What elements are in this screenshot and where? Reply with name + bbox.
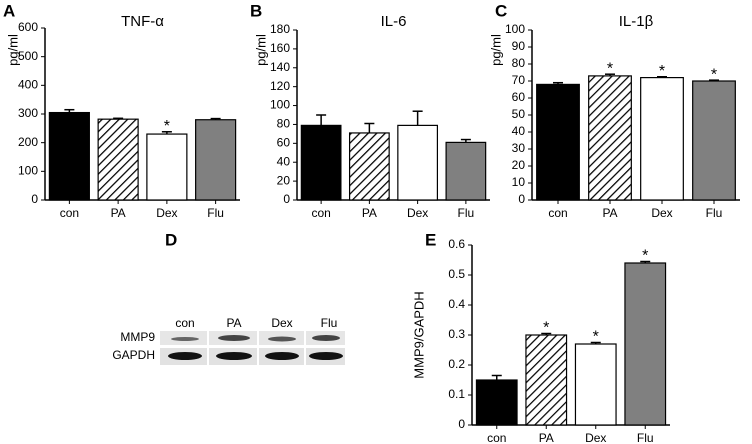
y-tick-label: 60 bbox=[512, 90, 526, 104]
y-tick-label: 140 bbox=[270, 60, 290, 74]
y-tick-label: 180 bbox=[270, 22, 290, 36]
y-axis-label: pg/ml bbox=[253, 34, 268, 66]
x-tick-label: Dex bbox=[585, 431, 606, 444]
x-tick-label: Flu bbox=[207, 206, 224, 220]
row-label: GAPDH bbox=[112, 348, 155, 362]
significance-marker: * bbox=[642, 248, 648, 265]
chart-title: IL-6 bbox=[381, 13, 407, 30]
bar bbox=[692, 80, 736, 201]
panel-label: E bbox=[425, 230, 436, 249]
y-tick-label: 90 bbox=[512, 39, 526, 53]
y-tick-label: 30 bbox=[512, 141, 526, 155]
y-tick-label: 100 bbox=[18, 164, 38, 178]
x-tick-label: PA bbox=[602, 206, 617, 220]
bar bbox=[536, 83, 580, 201]
y-axis-label: MMP9/GAPDH bbox=[411, 291, 426, 378]
x-tick-label: PA bbox=[539, 431, 554, 444]
panel-label: B bbox=[250, 1, 262, 20]
lane-label: PA bbox=[226, 316, 241, 330]
y-axis-label: pg/ml bbox=[488, 34, 503, 66]
y-tick-label: 0.5 bbox=[448, 267, 465, 281]
x-tick-label: con bbox=[548, 206, 567, 220]
bar bbox=[588, 75, 632, 201]
y-tick-label: 0.1 bbox=[448, 387, 465, 401]
y-tick-label: 0 bbox=[458, 417, 465, 431]
y-tick-label: 0.2 bbox=[448, 357, 465, 371]
y-tick-label: 60 bbox=[277, 136, 291, 150]
lane-label: Dex bbox=[271, 316, 292, 330]
panel-label: C bbox=[495, 1, 507, 20]
bar bbox=[97, 118, 139, 201]
bar bbox=[475, 379, 518, 426]
significance-marker: * bbox=[164, 118, 170, 135]
y-tick-label: 80 bbox=[512, 56, 526, 70]
y-tick-label: 0 bbox=[518, 192, 525, 206]
y-tick-label: 80 bbox=[277, 117, 291, 131]
significance-marker: * bbox=[711, 66, 717, 83]
panel-label: D bbox=[165, 230, 177, 249]
y-tick-label: 20 bbox=[512, 158, 526, 172]
bar bbox=[146, 133, 188, 201]
panel-label: A bbox=[3, 1, 15, 20]
x-tick-label: PA bbox=[111, 206, 126, 220]
x-tick-label: Dex bbox=[651, 206, 672, 220]
chart-title: IL-1β bbox=[619, 13, 654, 30]
x-tick-label: PA bbox=[362, 206, 377, 220]
lane-label: con bbox=[175, 316, 194, 330]
x-tick-label: con bbox=[60, 206, 79, 220]
bar bbox=[48, 111, 90, 201]
y-tick-label: 0 bbox=[31, 192, 38, 206]
bar bbox=[525, 334, 568, 426]
y-tick-label: 100 bbox=[270, 98, 290, 112]
y-tick-label: 500 bbox=[18, 49, 38, 63]
y-tick-label: 600 bbox=[18, 20, 38, 34]
x-tick-label: Flu bbox=[706, 206, 723, 220]
y-axis-label: pg/ml bbox=[5, 34, 20, 66]
y-tick-label: 70 bbox=[512, 73, 526, 87]
x-tick-label: Dex bbox=[407, 206, 428, 220]
bar bbox=[445, 141, 487, 201]
y-tick-label: 300 bbox=[18, 106, 38, 120]
lane-label: Flu bbox=[321, 316, 338, 330]
chart-title: TNF-α bbox=[121, 13, 164, 30]
bar bbox=[624, 262, 667, 426]
x-tick-label: con bbox=[487, 431, 506, 444]
bar bbox=[348, 132, 390, 201]
bar bbox=[300, 124, 342, 201]
y-tick-label: 0.4 bbox=[448, 297, 465, 311]
significance-marker: * bbox=[607, 60, 613, 77]
y-tick-label: 50 bbox=[512, 107, 526, 121]
blot-image bbox=[160, 331, 345, 365]
significance-marker: * bbox=[659, 63, 665, 80]
x-tick-label: Flu bbox=[637, 431, 654, 444]
y-tick-label: 120 bbox=[270, 79, 290, 93]
y-tick-label: 400 bbox=[18, 78, 38, 92]
y-tick-label: 0.3 bbox=[448, 327, 465, 341]
y-tick-label: 20 bbox=[277, 173, 291, 187]
y-tick-label: 100 bbox=[505, 22, 525, 36]
bar bbox=[574, 343, 617, 426]
y-tick-label: 0 bbox=[283, 192, 290, 206]
bar bbox=[397, 124, 439, 201]
bar bbox=[640, 76, 684, 201]
significance-marker: * bbox=[593, 329, 599, 346]
bar bbox=[195, 119, 237, 201]
y-tick-label: 200 bbox=[18, 135, 38, 149]
y-tick-label: 40 bbox=[512, 124, 526, 138]
x-tick-label: Dex bbox=[156, 206, 177, 220]
y-tick-label: 40 bbox=[277, 154, 291, 168]
y-tick-label: 10 bbox=[512, 175, 526, 189]
y-tick-label: 160 bbox=[270, 41, 290, 55]
x-tick-label: con bbox=[311, 206, 330, 220]
x-tick-label: Flu bbox=[458, 206, 475, 220]
y-tick-label: 0.6 bbox=[448, 237, 465, 251]
row-label: MMP9 bbox=[120, 330, 155, 344]
significance-marker: * bbox=[543, 320, 549, 337]
